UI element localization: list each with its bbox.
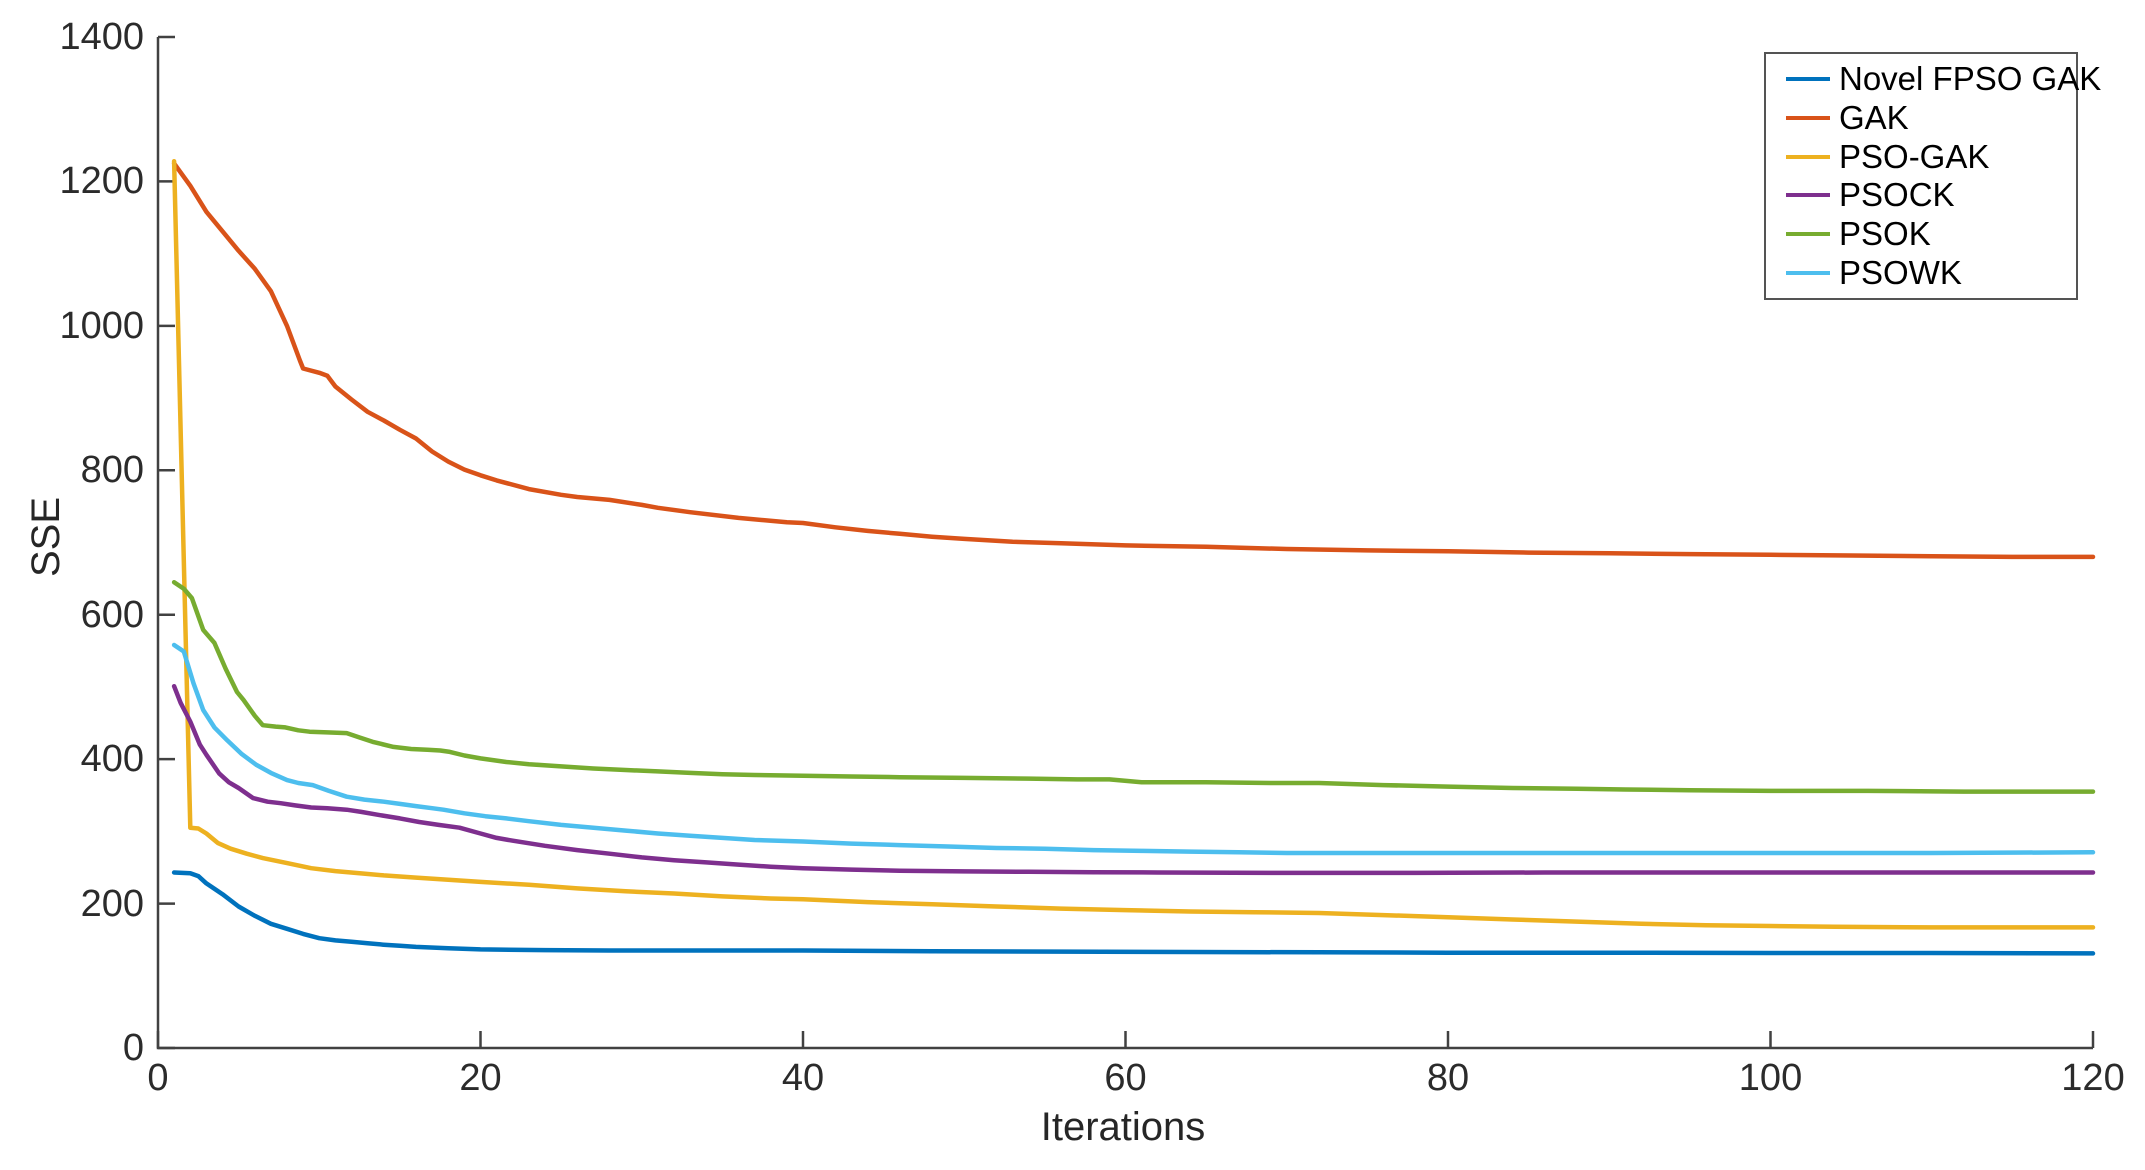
x-tick-label: 80 (1426, 1057, 1470, 1099)
legend-item-psock: PSOCK (1766, 177, 2076, 213)
y-tick-label: 1400 (59, 16, 144, 58)
y-tick-label: 800 (80, 449, 144, 492)
series-line-psock (171, 683, 2096, 876)
legend-line-swatch (1786, 115, 1830, 120)
legend-line-swatch (1786, 193, 1830, 198)
y-tick-label: 200 (80, 882, 144, 925)
legend-label: PSO-GAK (1839, 137, 1990, 175)
y-axis-title: SSE (24, 496, 68, 578)
legend-label: PSOWK (1839, 253, 1962, 291)
legend-line-swatch (1786, 154, 1830, 159)
series-line-pso-gak (171, 158, 2096, 930)
series-line-psok (171, 579, 2096, 794)
legend-box: Novel FPSO GAK GAK PSO-GAK PSOCK PSOK PS… (1764, 52, 2101, 300)
legend-label: GAK (1839, 98, 1909, 136)
x-tick-label: 40 (781, 1057, 825, 1099)
legend-line-swatch (1786, 231, 1830, 236)
legend-item-gak: GAK (1766, 98, 2076, 136)
series-line-gak (171, 161, 2096, 560)
y-tick-label: 1200 (59, 160, 144, 203)
y-tick-label: 600 (80, 593, 144, 636)
y-tick-label: 1000 (59, 304, 144, 347)
legend-label: PSOCK (1839, 176, 1955, 214)
x-tick-label: 100 (1738, 1057, 1803, 1099)
x-tick-label: 20 (459, 1057, 502, 1099)
x-tick-label: 120 (2061, 1057, 2125, 1099)
legend-item-novel-fpso-gak: Novel FPSO GAK (1766, 61, 2101, 97)
legend-item-psok: PSOK (1766, 214, 2076, 252)
legend-item-pso-gak: PSO-GAK (1766, 137, 2076, 175)
series-line-novel-fpso-gak (171, 870, 2096, 956)
legend-item-psowk: PSOWK (1766, 253, 2076, 291)
x-tick-label: 60 (1104, 1057, 1147, 1099)
series-line-psowk (171, 642, 2096, 856)
x-tick-label: 0 (147, 1057, 169, 1099)
y-tick-label: 0 (122, 1027, 144, 1069)
legend-label: PSOK (1839, 214, 1931, 252)
y-tick-label: 400 (80, 738, 144, 781)
legend-line-swatch (1786, 77, 1830, 82)
legend-label: Novel FPSO GAK (1839, 60, 2102, 98)
legend-line-swatch (1786, 270, 1830, 275)
x-axis-title: Iterations (1040, 1105, 1206, 1149)
